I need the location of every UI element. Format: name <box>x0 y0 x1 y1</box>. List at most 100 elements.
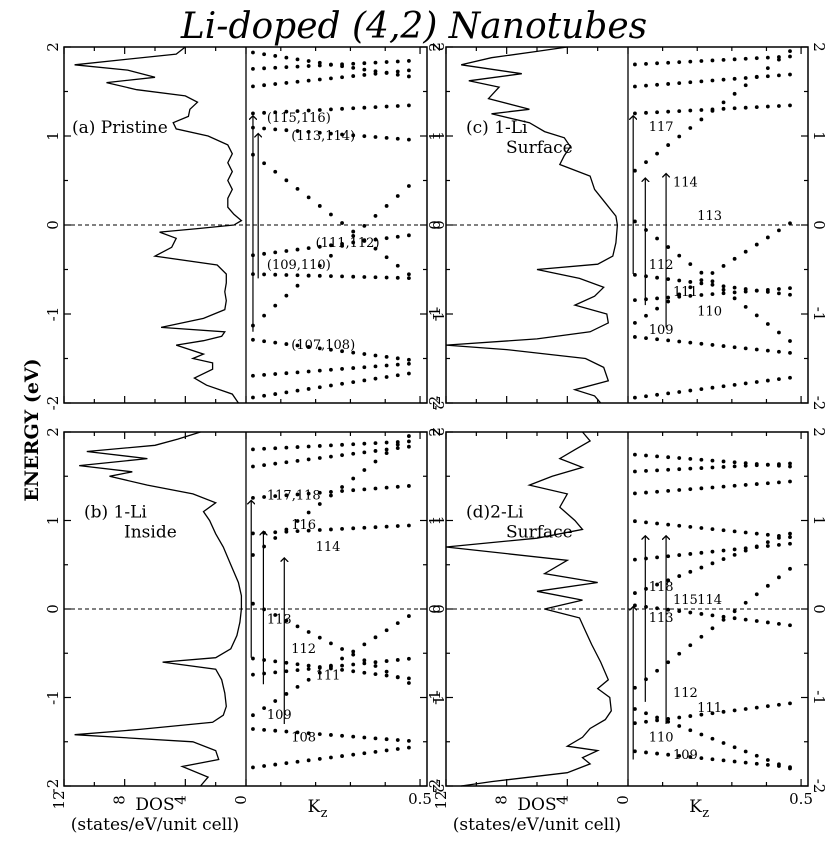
band-point <box>754 347 759 352</box>
band-point <box>633 219 637 224</box>
band-point <box>754 753 759 758</box>
band-point <box>765 287 770 292</box>
band-point <box>351 229 356 234</box>
band-point <box>732 91 737 96</box>
band-label: 115 <box>673 593 698 608</box>
band-point <box>284 669 289 674</box>
band-point <box>384 524 389 529</box>
band-point <box>262 66 266 71</box>
band-point <box>317 732 322 737</box>
band-point <box>284 445 289 450</box>
energy-tick-label: 0 <box>426 604 444 614</box>
band-point <box>373 749 378 754</box>
band-point <box>395 194 400 198</box>
band-point <box>710 527 715 532</box>
band-point <box>273 340 278 345</box>
band-point <box>688 610 693 615</box>
band-point <box>710 58 715 63</box>
band-point <box>340 381 344 386</box>
band-point <box>284 660 289 665</box>
band-point <box>329 443 333 448</box>
band-point <box>395 136 400 141</box>
band-point <box>262 446 266 451</box>
band-point <box>317 77 322 82</box>
band-point <box>395 356 400 361</box>
band-point <box>395 484 400 489</box>
band-point <box>699 466 704 470</box>
energy-tick-label: -2 <box>429 779 447 794</box>
band-point <box>743 617 748 622</box>
band-point <box>788 54 792 59</box>
band-point <box>317 108 322 112</box>
band-point <box>710 561 715 566</box>
band-point <box>395 524 400 528</box>
band-point <box>317 273 322 278</box>
band-point <box>788 375 792 380</box>
band-point <box>362 487 367 492</box>
band-point <box>777 542 781 547</box>
band-point <box>384 628 389 633</box>
band-point <box>655 61 659 66</box>
band-point <box>351 350 356 355</box>
band-point <box>284 342 289 346</box>
dos-axis-units: (states/eV/unit cell) <box>453 815 621 835</box>
dos-axis-label: DOS <box>517 795 556 815</box>
band-point <box>666 719 671 724</box>
band-point <box>732 759 737 764</box>
band-point <box>677 292 682 297</box>
band-point <box>732 708 737 713</box>
band-point <box>273 659 278 664</box>
band-point <box>251 727 255 731</box>
band-point <box>362 365 367 370</box>
band-point <box>732 745 737 750</box>
band-point <box>373 672 378 677</box>
band-point <box>633 685 637 690</box>
band-point <box>677 339 682 344</box>
band-point <box>273 536 278 540</box>
band-point <box>317 204 322 208</box>
band-point <box>340 647 344 651</box>
band-point <box>317 757 322 761</box>
band-point <box>765 74 770 79</box>
band-point <box>644 61 648 66</box>
band-point <box>295 759 300 764</box>
band-point <box>262 313 266 318</box>
band-structure <box>633 452 792 771</box>
energy-tick-label: 1 <box>426 516 444 526</box>
band-point <box>699 79 704 84</box>
band-point <box>351 442 356 447</box>
band-point <box>317 528 322 532</box>
band-point <box>732 529 737 534</box>
band-point <box>273 272 278 277</box>
band-point <box>340 106 344 111</box>
panel-a: 2 2 1 1 0 0 -1 -1 -2 -2 (115,116) (113,114) (111,112… <box>44 42 447 410</box>
band-point <box>754 462 759 466</box>
band-point <box>788 339 792 343</box>
band-label: 108 <box>291 730 316 745</box>
band-point <box>710 711 715 716</box>
band-point <box>262 251 266 256</box>
band-point <box>373 353 378 358</box>
band-point <box>407 681 411 685</box>
band-label: (109,110) <box>267 258 331 273</box>
energy-tick-label: -1 <box>810 690 828 705</box>
band-point <box>721 709 726 714</box>
band-point <box>295 624 300 629</box>
band-point <box>699 457 704 462</box>
band-point <box>384 440 389 445</box>
band-point <box>644 228 648 232</box>
band-label: 109 <box>673 748 698 763</box>
band-point <box>777 55 781 59</box>
energy-tick-label: -2 <box>810 396 828 411</box>
band-point <box>284 618 289 623</box>
energy-tick-label: 1 <box>429 516 447 526</box>
energy-tick-label: -2 <box>810 779 828 794</box>
band-point <box>666 299 671 304</box>
band-point <box>295 273 300 278</box>
band-label: 110 <box>649 730 674 745</box>
energy-tick-label: 1 <box>44 131 62 141</box>
band-point <box>710 613 715 618</box>
band-point <box>329 131 333 136</box>
band-point <box>754 75 759 80</box>
band-point <box>306 273 311 278</box>
